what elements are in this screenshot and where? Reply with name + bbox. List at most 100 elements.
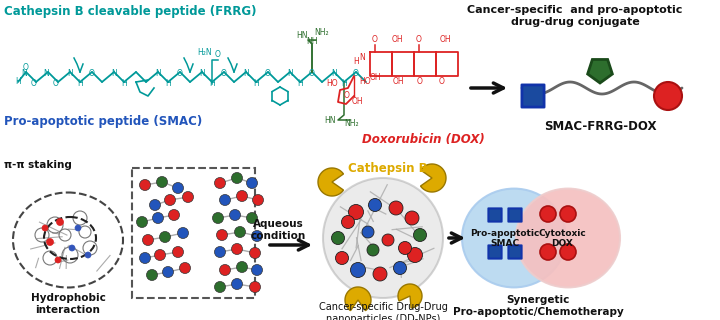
Text: N: N	[243, 69, 249, 78]
Text: O: O	[177, 69, 183, 78]
Circle shape	[163, 267, 174, 277]
Text: N: N	[199, 69, 205, 78]
Text: O: O	[417, 77, 423, 86]
Text: H: H	[165, 79, 171, 89]
Circle shape	[42, 225, 48, 231]
Text: O: O	[372, 35, 378, 44]
Text: N: N	[67, 69, 73, 78]
Circle shape	[246, 178, 258, 188]
Circle shape	[156, 177, 168, 188]
Circle shape	[394, 261, 407, 275]
Circle shape	[540, 206, 556, 222]
FancyBboxPatch shape	[488, 208, 502, 221]
Circle shape	[160, 231, 171, 243]
Text: HN: HN	[296, 31, 307, 40]
Text: Pro-apoptotic peptide (SMAC): Pro-apoptotic peptide (SMAC)	[4, 115, 202, 128]
Circle shape	[331, 231, 344, 244]
Circle shape	[251, 265, 263, 276]
Circle shape	[143, 235, 153, 245]
Text: O: O	[215, 50, 221, 59]
Text: HO: HO	[326, 79, 338, 88]
Text: H: H	[353, 57, 359, 66]
Circle shape	[373, 267, 387, 281]
Circle shape	[220, 265, 230, 276]
Circle shape	[217, 229, 228, 241]
Text: N: N	[43, 69, 49, 78]
Circle shape	[137, 217, 148, 228]
Text: H₂N: H₂N	[198, 48, 212, 57]
Text: Hydrophobic
interaction: Hydrophobic interaction	[30, 293, 105, 315]
Polygon shape	[420, 164, 446, 192]
Circle shape	[246, 212, 258, 223]
Text: O: O	[31, 79, 37, 89]
Circle shape	[336, 252, 348, 265]
Text: N: N	[331, 69, 337, 78]
Text: H: H	[341, 79, 347, 89]
Circle shape	[250, 282, 261, 292]
Text: O: O	[309, 69, 315, 78]
Circle shape	[251, 230, 263, 242]
Text: OH: OH	[351, 97, 363, 106]
Text: O: O	[23, 63, 29, 73]
Text: Doxorubicin (DOX): Doxorubicin (DOX)	[362, 133, 485, 146]
Circle shape	[140, 180, 150, 190]
Circle shape	[168, 210, 179, 220]
Text: O: O	[53, 79, 59, 89]
Text: HO: HO	[359, 77, 371, 86]
Circle shape	[146, 269, 158, 281]
Circle shape	[212, 212, 223, 223]
Text: OH: OH	[391, 35, 402, 44]
Polygon shape	[318, 168, 343, 196]
Circle shape	[413, 228, 426, 242]
Text: NH₂: NH₂	[315, 28, 329, 37]
Text: H: H	[253, 79, 259, 89]
Circle shape	[253, 195, 264, 205]
Circle shape	[369, 198, 382, 212]
Text: NH: NH	[306, 37, 318, 46]
Circle shape	[236, 261, 248, 273]
Circle shape	[140, 252, 150, 263]
Circle shape	[47, 238, 53, 245]
FancyBboxPatch shape	[508, 208, 521, 221]
Text: Aqueous
condition: Aqueous condition	[251, 219, 305, 241]
Text: O: O	[89, 69, 95, 78]
Circle shape	[232, 244, 243, 254]
Circle shape	[230, 210, 240, 220]
Circle shape	[56, 219, 63, 226]
Circle shape	[179, 262, 191, 274]
Circle shape	[155, 250, 166, 260]
Text: OH: OH	[392, 77, 404, 86]
Circle shape	[389, 201, 403, 215]
Text: N: N	[21, 69, 27, 78]
Text: OH: OH	[439, 35, 451, 44]
Text: O: O	[416, 35, 422, 44]
Text: Cathepsin B cleavable peptide (FRRG): Cathepsin B cleavable peptide (FRRG)	[4, 5, 256, 18]
Circle shape	[85, 252, 91, 258]
Circle shape	[153, 212, 163, 223]
Circle shape	[560, 206, 576, 222]
Circle shape	[362, 226, 374, 238]
Text: H: H	[209, 79, 215, 89]
Circle shape	[55, 257, 61, 263]
Circle shape	[150, 199, 161, 211]
Circle shape	[382, 234, 394, 246]
Text: O: O	[221, 69, 227, 78]
Circle shape	[178, 228, 189, 238]
Circle shape	[405, 211, 419, 225]
Circle shape	[232, 278, 243, 290]
Circle shape	[348, 204, 364, 220]
Circle shape	[341, 215, 354, 228]
Text: π-π staking: π-π staking	[4, 160, 72, 170]
Circle shape	[220, 195, 230, 205]
Circle shape	[236, 190, 248, 202]
Circle shape	[654, 82, 682, 110]
Circle shape	[351, 262, 366, 277]
Text: O: O	[439, 77, 445, 86]
Circle shape	[398, 242, 412, 254]
Circle shape	[323, 178, 443, 298]
FancyBboxPatch shape	[508, 245, 521, 259]
Circle shape	[215, 246, 225, 258]
Text: SMAC: SMAC	[490, 239, 520, 249]
Text: Cancer-specific Drug-Drug
nanoparticles (DD-NPs): Cancer-specific Drug-Drug nanoparticles …	[318, 302, 447, 320]
Text: Cancer-specific  and pro-apoptotic
drug-drug conjugate: Cancer-specific and pro-apoptotic drug-d…	[467, 5, 683, 27]
